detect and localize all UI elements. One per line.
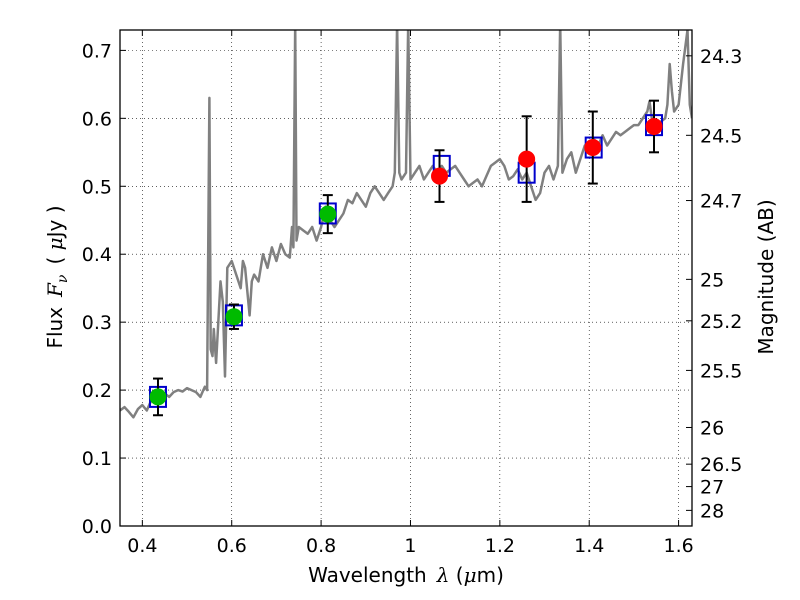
x-tick-label: 1.6 bbox=[663, 535, 693, 557]
observed-flux-point bbox=[645, 117, 663, 135]
y2-tick-label: 26 bbox=[700, 417, 724, 439]
y-tick-label: 0.5 bbox=[82, 176, 112, 198]
y2-tick-label: 24.3 bbox=[700, 46, 742, 68]
x-tick-label: 0.8 bbox=[306, 535, 336, 557]
x-axis-unit-mu: μ bbox=[464, 563, 477, 587]
y-tick-label: 0.2 bbox=[82, 380, 112, 402]
y-tick-label: 0.7 bbox=[82, 40, 112, 62]
y2-tick-label: 25.2 bbox=[700, 311, 742, 333]
y-tick-label: 0.3 bbox=[82, 312, 112, 334]
x-tick-label: 1.2 bbox=[485, 535, 515, 557]
y2-tick-label: 24.7 bbox=[700, 191, 742, 213]
y2-tick-label: 28 bbox=[700, 500, 724, 522]
photometry-series bbox=[148, 99, 664, 417]
observed-flux-point bbox=[518, 150, 536, 168]
y2-tick-label: 25.5 bbox=[700, 360, 742, 382]
x-tick-label: 1 bbox=[404, 535, 416, 557]
y-axis-label: Flux bbox=[43, 307, 67, 349]
spectrum-line bbox=[120, 30, 692, 419]
y-tick-label: 0.6 bbox=[82, 108, 112, 130]
x-axis-title: Wavelength λ (μm) bbox=[308, 563, 504, 587]
y-axis-symbol: F bbox=[43, 282, 67, 298]
y-axis-title: Flux Fν ( μJy ) bbox=[43, 205, 71, 348]
x-tick-label: 1.4 bbox=[574, 535, 604, 557]
y2-tick-label: 24.5 bbox=[700, 125, 742, 147]
x-axis-symbol: λ bbox=[436, 563, 450, 587]
observed-flux-point bbox=[225, 308, 243, 326]
spectrum-series bbox=[120, 30, 692, 419]
x-tick-label: 0.4 bbox=[127, 535, 157, 557]
y2-axis-title: Magnitude (AB) bbox=[754, 199, 778, 354]
y2-tick-label: 25 bbox=[700, 269, 724, 291]
y-axis-symbol-sub: ν bbox=[55, 274, 71, 283]
y2-tick-label: 27 bbox=[700, 477, 724, 499]
x-axis-unit-open: ( bbox=[449, 563, 463, 587]
y2-tick-label: 26.5 bbox=[700, 454, 742, 476]
y-axis-unit-rest: Jy ) bbox=[43, 205, 67, 239]
observed-flux-point bbox=[319, 205, 337, 223]
y-axis-unit-mu: μ bbox=[43, 237, 67, 250]
axis-ticks: 0.4 0.6 0.8 1 1.2 1.4 1.6 0.0 0.1 0.2 0.3 0.4 0.5 0.6… bbox=[82, 30, 742, 557]
observed-flux-point bbox=[584, 139, 602, 157]
y-tick-label: 0.1 bbox=[82, 448, 112, 470]
x-axis-label: Wavelength bbox=[308, 563, 427, 587]
plot-frame bbox=[119, 29, 693, 527]
y-axis-unit-open: ( bbox=[43, 250, 67, 264]
x-axis-unit-rest: m) bbox=[477, 563, 504, 587]
x-tick-label: 0.6 bbox=[217, 535, 247, 557]
observed-flux-point bbox=[431, 167, 449, 185]
observed-flux-point bbox=[149, 388, 167, 406]
y-tick-label: 0.4 bbox=[82, 244, 112, 266]
y-tick-label: 0.0 bbox=[82, 516, 112, 538]
